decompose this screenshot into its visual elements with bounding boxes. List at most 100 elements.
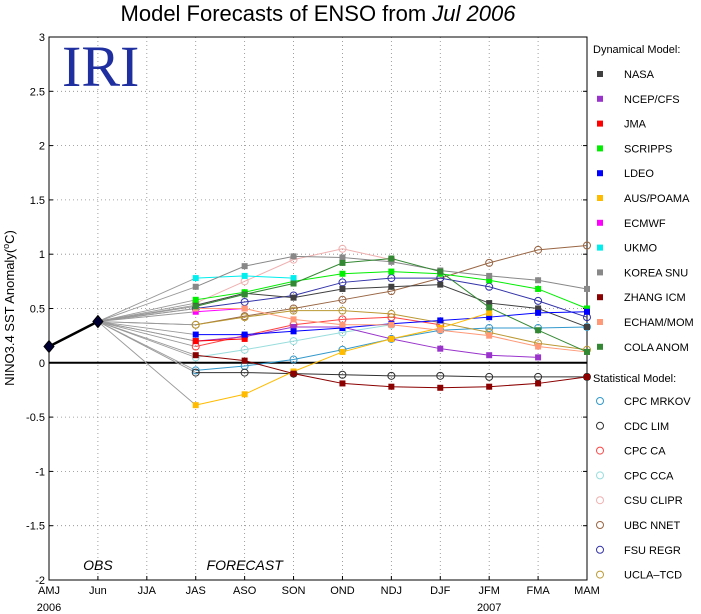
data-point [437,345,444,352]
data-point [535,380,542,387]
data-point [485,282,494,291]
legend-label: COLA ANOM [624,342,689,354]
series-jma [192,335,248,345]
data-point [241,391,248,398]
x-tick-label: AMJ [38,585,60,597]
data-point [387,274,396,283]
legend-label: NASA [624,69,655,81]
fan-line [97,321,196,342]
data-point [289,306,298,315]
data-point [338,370,347,379]
x-tick-label: JJA [138,585,157,597]
legend-header-statistical: Statistical Model: [593,373,676,385]
y-tick-label: 1.5 [30,195,45,207]
data-point [241,335,248,342]
data-point [583,322,591,331]
data-point [290,280,297,287]
data-point [485,324,494,333]
data-point [241,305,248,312]
legend-label: CSU CLIPR [624,495,683,507]
legend-marker [596,570,604,579]
legend-label: KOREA SNU [624,267,688,279]
data-point [535,309,542,316]
data-point [289,355,298,364]
data-point [289,304,298,313]
data-point [290,294,297,301]
data-point [339,259,346,266]
chart-title-date: Jul 2006 [431,1,516,26]
data-point [192,275,199,282]
legend-marker [597,95,603,102]
data-point [338,306,347,315]
legend-marker [596,496,604,505]
series-line [195,308,245,313]
data-point [339,270,346,277]
observed-point [92,314,104,329]
y-tick-label: -1.5 [26,521,45,533]
y-tick-label: 2 [39,141,45,153]
annotation-obs: OBS [83,557,113,573]
series-line [195,245,588,326]
data-point [584,285,590,292]
legend-label: AUS/POAMA [624,193,690,205]
data-point [289,337,298,346]
x-year-label: 2006 [37,602,61,614]
y-axis-label-main: NINO3.4 SST Anomaly( [2,248,17,386]
data-point [192,296,199,303]
legend-marker [596,521,604,529]
data-point [388,335,395,342]
data-point [240,368,249,377]
legend-marker [597,71,603,77]
data-point [486,300,493,307]
data-point [486,272,493,279]
data-point [192,283,199,290]
x-tick-label: SON [282,585,306,597]
data-point [339,380,346,387]
data-point [388,258,395,265]
data-point [486,277,493,284]
series-cola-anom [192,255,590,355]
legend-label: CDC LIM [624,421,669,433]
data-point [535,354,542,361]
data-point [290,253,297,260]
data-point [192,331,199,338]
forecast-fan [97,277,197,406]
data-point [241,272,248,279]
observed-line [48,320,99,348]
legend-label: UBC NNET [624,520,681,532]
series-observed [43,314,104,354]
legend-marker [597,170,603,177]
data-point [584,305,590,312]
x-tick-label: JAS [186,585,206,597]
series-line [195,248,392,304]
data-point [486,383,493,390]
y-tick-label: 2.5 [30,86,45,98]
y-axis-label-unit: C) [2,230,17,244]
series-line [195,326,539,358]
data-point [290,275,297,282]
data-point [388,283,395,290]
x-tick-label: OND [330,585,355,597]
legend-marker [596,421,604,430]
data-point [240,313,249,322]
series-layer [43,241,591,409]
data-point [436,371,445,380]
data-point [437,281,444,288]
y-tick-label: -2 [35,575,45,587]
data-point [241,357,248,364]
legend-header-dynamical: Dynamical Model: [593,44,680,56]
y-tick-label: 3 [39,32,45,44]
data-point [290,323,297,330]
legend-marker [597,219,603,226]
legend-label: CPC MRKOV [624,396,691,408]
data-point [192,338,199,345]
observed-point [43,339,55,354]
data-point [339,321,346,328]
data-point [290,316,297,323]
data-point [388,255,395,262]
data-point [534,245,543,254]
annotation-forecast: FORECAST [207,557,285,573]
data-point [387,334,396,343]
annotations: OBS FORECAST [83,557,284,573]
data-point [583,241,591,250]
